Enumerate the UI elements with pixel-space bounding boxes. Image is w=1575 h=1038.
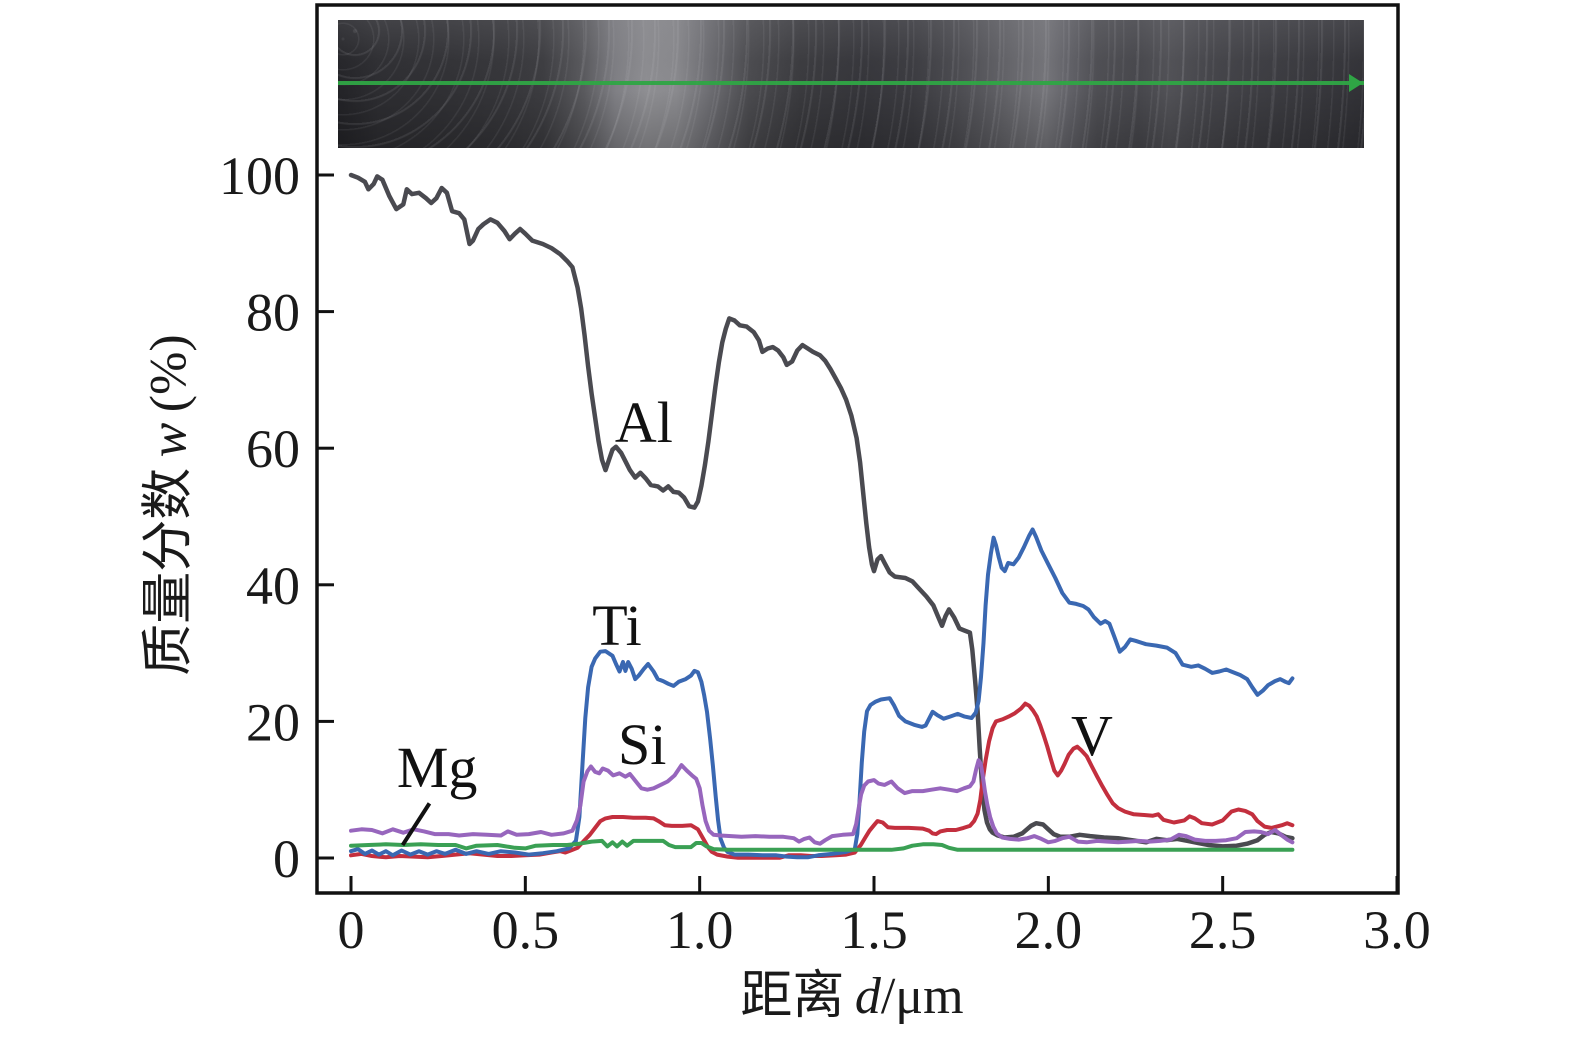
x-axis-title-unit: /μm	[880, 968, 964, 1025]
x-tick-label: 3.0	[1363, 900, 1431, 960]
x-tick-label: 1.5	[840, 900, 908, 960]
y-tick-label: 20	[246, 692, 300, 752]
series-label-v: V	[1071, 703, 1113, 768]
x-tick-label: 0	[338, 900, 365, 960]
scan-line	[338, 81, 1364, 85]
x-tick-label: 1.0	[666, 900, 734, 960]
x-axis-title: 距离 d/μm	[602, 953, 1102, 1028]
x-axis-title-symbol: d	[854, 968, 881, 1025]
annotation-leader-mg	[400, 802, 432, 847]
y-axis-title: 质量分数 w (%)	[126, 334, 201, 676]
y-axis-title-cjk: 质量分数	[140, 467, 198, 676]
x-tick-label: 2.5	[1189, 900, 1257, 960]
x-tick-label: 2.0	[1015, 900, 1083, 960]
series-label-si: Si	[618, 712, 666, 777]
series-ti-line	[349, 527, 1295, 860]
x-tick-label: 0.5	[492, 900, 560, 960]
x-axis-title-cjk: 距离	[740, 968, 845, 1025]
series-v-line	[349, 701, 1295, 860]
y-tick-label: 0	[273, 829, 300, 889]
scan-line-arrowhead-icon	[1349, 74, 1363, 92]
y-tick-label: 80	[246, 283, 300, 343]
series-label-ti: Ti	[592, 593, 642, 658]
y-axis-title-unit: (%)	[140, 334, 198, 413]
series-al-line	[348, 172, 1295, 849]
y-tick-label: 100	[219, 146, 300, 206]
y-axis-title-symbol: w	[140, 422, 198, 458]
y-tick-label: 60	[246, 419, 300, 479]
series-mg-line	[349, 838, 1295, 852]
plot-frame	[315, 3, 1400, 895]
series-label-al: Al	[615, 390, 673, 455]
series-label-mg: Mg	[397, 735, 478, 800]
sem-micrograph-strip	[338, 20, 1364, 148]
y-tick-label: 40	[246, 556, 300, 616]
series-si-line	[349, 758, 1295, 846]
